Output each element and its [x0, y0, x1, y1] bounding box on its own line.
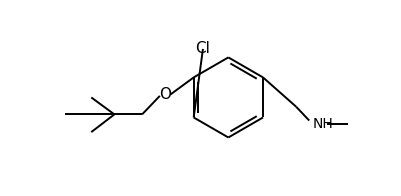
- Text: NH: NH: [312, 117, 333, 131]
- Text: O: O: [159, 87, 171, 102]
- Text: Cl: Cl: [195, 41, 210, 56]
